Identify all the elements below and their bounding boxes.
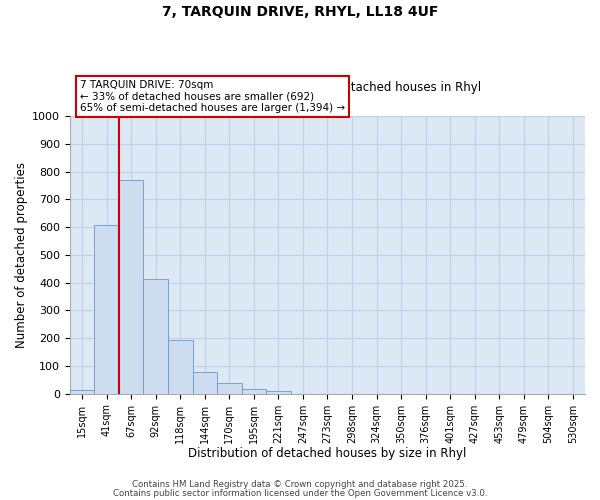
- Bar: [266, 390, 290, 394]
- Bar: [168, 340, 193, 394]
- Bar: [119, 180, 143, 394]
- Bar: [143, 279, 168, 394]
- Text: Contains public sector information licensed under the Open Government Licence v3: Contains public sector information licen…: [113, 488, 487, 498]
- Bar: [94, 225, 119, 394]
- Text: Contains HM Land Registry data © Crown copyright and database right 2025.: Contains HM Land Registry data © Crown c…: [132, 480, 468, 489]
- Title: Size of property relative to detached houses in Rhyl: Size of property relative to detached ho…: [174, 81, 481, 94]
- Text: 7, TARQUIN DRIVE, RHYL, LL18 4UF: 7, TARQUIN DRIVE, RHYL, LL18 4UF: [162, 5, 438, 19]
- X-axis label: Distribution of detached houses by size in Rhyl: Distribution of detached houses by size …: [188, 447, 467, 460]
- Y-axis label: Number of detached properties: Number of detached properties: [15, 162, 28, 348]
- Bar: [193, 372, 217, 394]
- Text: 7 TARQUIN DRIVE: 70sqm
← 33% of detached houses are smaller (692)
65% of semi-de: 7 TARQUIN DRIVE: 70sqm ← 33% of detached…: [80, 80, 346, 114]
- Bar: [242, 390, 266, 394]
- Bar: [70, 390, 94, 394]
- Bar: [217, 382, 242, 394]
